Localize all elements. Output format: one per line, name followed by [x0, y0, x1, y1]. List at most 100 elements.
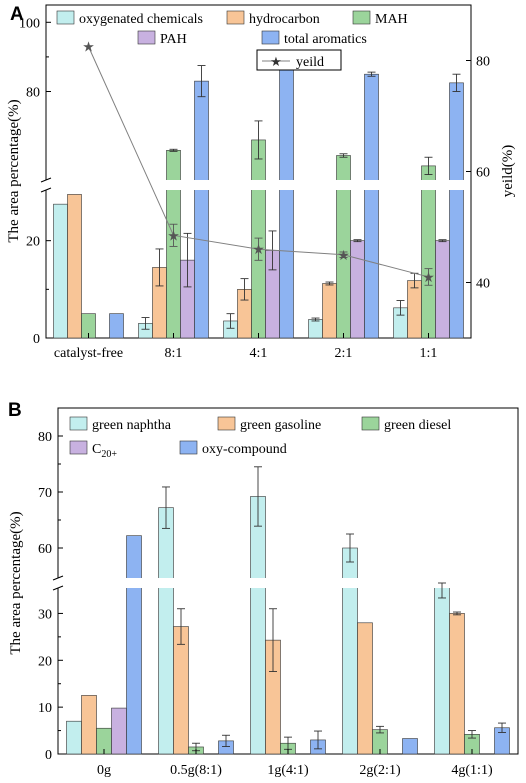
panel-a-axes: 0 20 80 100 40 60 80 catalyst-free 8:1 4:1 2:1 1:1	[19, 16, 490, 361]
bar-b-gasoline-0	[81, 695, 97, 755]
legend-swatch-c20	[69, 440, 88, 455]
bar-a-aromatics-2	[279, 66, 294, 339]
legend-swatch-gasoline	[217, 416, 236, 431]
error-bar-a-aromatics-1	[197, 65, 206, 98]
panel-a-x-tick-label-0: catalyst-free	[54, 346, 123, 361]
panel-a-x-tick-label-4: 1:1	[420, 346, 438, 361]
panel-b-error-bars	[162, 466, 506, 752]
yield-error-bar-3	[339, 251, 348, 258]
bar-b-naphtha-0	[66, 720, 82, 755]
error-bar-b-naphtha-2	[254, 466, 262, 527]
panel-a-y-tick-label-20: 20	[26, 235, 40, 250]
legend-swatch-oxy	[179, 440, 198, 455]
panel-b: B 0 10 20 30 60 70 80 0g 0.5g(8:1) 1g(4:1) 2g(2:1)…	[8, 400, 519, 778]
bar-b-gasoline-3	[357, 622, 373, 755]
error-bar-b-diesel-3	[376, 725, 384, 734]
yield-error-bar-1	[169, 223, 178, 247]
legend-label-naphtha: green naphtha	[92, 418, 172, 433]
panel-b-y-tick-label-10: 10	[38, 701, 52, 716]
panel-a-bars	[47, 66, 470, 339]
yield-point-3: ★	[337, 248, 350, 264]
error-bar-b-oxy-1	[222, 734, 230, 747]
yield-point-1: ★	[167, 228, 180, 244]
bar-a-hydrocarbon-0	[67, 194, 82, 339]
bar-b-oxy-0	[126, 535, 142, 755]
panel-a-y-tick-label-80: 80	[26, 86, 40, 101]
bar-b-naphtha-2	[250, 496, 266, 755]
error-bar-a-oxygenated-1	[141, 317, 150, 330]
panel-b-axes: 0 10 20 30 60 70 80 0g 0.5g(8:1) 1g(4:1) 2g(2:1) 4g…	[38, 430, 493, 778]
bar-a-aromatics-0	[109, 313, 124, 339]
error-bar-a-pah-4	[438, 239, 447, 243]
legend-label-hydrocarbon: hydrocarbon	[249, 12, 320, 27]
yield-error-bar-4	[424, 268, 433, 286]
error-bar-a-pah-1	[183, 232, 192, 288]
error-bar-a-oxygenated-3	[311, 317, 320, 322]
legend-label-mah: MAH	[375, 12, 408, 27]
panel-a-right-tick-label-60: 60	[476, 166, 490, 181]
panel-a-error-bars	[141, 64, 461, 330]
error-bar-a-mah-4	[424, 156, 433, 175]
bar-b-gasoline-4	[449, 613, 465, 755]
panel-b-x-tick-label-4: 4g(1:1)	[451, 763, 493, 778]
bar-a-hydrocarbon-3	[322, 283, 337, 339]
error-bar-a-mah-1	[169, 148, 178, 152]
panel-a-right-tick-label-40: 40	[476, 277, 490, 292]
error-bar-a-hydrocarbon-2	[240, 278, 249, 301]
bar-a-oxygenated-3	[308, 319, 323, 339]
error-bar-b-gasoline-1	[177, 608, 185, 645]
legend-swatch-hydrocarbon	[226, 10, 245, 25]
legend-swatch-aromatics	[261, 30, 280, 45]
legend-label-yield: yeild	[296, 55, 324, 70]
error-bar-a-aromatics-3	[367, 71, 376, 77]
bar-a-hydrocarbon-4	[407, 280, 422, 339]
legend-swatch-pah	[137, 30, 156, 45]
panel-b-legend: green naphtha green gasoline green diesel C…	[69, 416, 451, 460]
panel-b-y-tick-label-60: 60	[38, 542, 52, 557]
panel-a-yield-line: ★ ★ ★ ★ ★	[82, 40, 435, 286]
legend-swatch-diesel	[361, 416, 380, 431]
panel-b-y-tick-label-30: 30	[38, 607, 52, 622]
panel-a-right-tick-label-80: 80	[476, 55, 490, 70]
panel-b-bars	[59, 496, 517, 755]
yield-point-4: ★	[422, 270, 435, 286]
panel-a: A ★ ★ ★ ★ ★ 0 20 80 100 40 60 80 catalyst-free 8:1 4:…	[6, 4, 516, 361]
panel-b-letter: B	[8, 400, 22, 421]
bar-a-oxygenated-0	[53, 203, 68, 339]
bar-a-aromatics-1	[194, 80, 209, 339]
panel-a-legend: oxygenated chemicals hydrocarbon MAH PAH tot…	[56, 10, 408, 71]
panel-b-axis-break-gap	[59, 578, 517, 588]
legend-label-diesel: green diesel	[384, 418, 451, 433]
panel-a-right-axis-title: yeild(%)	[500, 145, 516, 197]
error-bar-a-oxygenated-4	[396, 300, 405, 316]
panel-a-axis-break-gap	[47, 180, 470, 190]
panel-b-y-tick-label-0: 0	[45, 748, 52, 763]
legend-label-oxygenated: oxygenated chemicals	[79, 12, 203, 27]
yield-error-bar-2	[254, 237, 263, 261]
error-bar-b-oxy-2	[314, 730, 322, 750]
error-bar-a-hydrocarbon-3	[325, 281, 334, 286]
error-bar-a-hydrocarbon-1	[155, 248, 164, 287]
legend-label-oxy: oxy-compound	[202, 442, 287, 457]
bar-a-aromatics-3	[364, 73, 379, 339]
panel-b-x-tick-label-1: 0.5g(8:1)	[170, 763, 222, 778]
error-bar-a-oxygenated-2	[226, 313, 235, 329]
legend-swatch-naphtha	[69, 416, 88, 431]
bar-b-oxy-3	[402, 738, 418, 755]
bar-b-c20-0	[111, 707, 127, 755]
panel-b-y-tick-label-20: 20	[38, 654, 52, 669]
legend-label-aromatics: total aromatics	[284, 32, 367, 47]
legend-label-c20: C20+	[92, 442, 117, 460]
legend-yield-box	[256, 49, 342, 71]
panel-a-letter: A	[10, 4, 24, 25]
panel-a-y-axis-title: The area percentage(%)	[6, 99, 22, 242]
panel-b-axis-break-marks	[52, 575, 64, 591]
bar-a-mah-4	[421, 165, 436, 339]
legend-label-gasoline: green gasoline	[240, 418, 321, 433]
panel-a-x-tick-label-3: 2:1	[335, 346, 353, 361]
error-bar-b-naphtha-4	[438, 582, 446, 599]
bar-a-pah-4	[435, 240, 450, 339]
legend-swatch-mah	[352, 10, 371, 25]
bar-b-gasoline-1	[173, 626, 189, 755]
